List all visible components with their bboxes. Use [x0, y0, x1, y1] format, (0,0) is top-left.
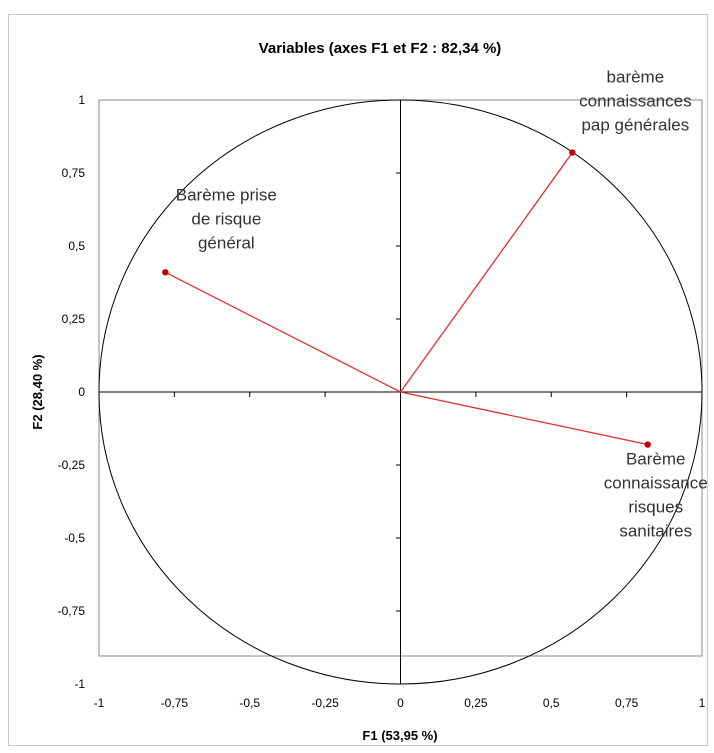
y-tick-label: -1	[74, 677, 85, 691]
variable-point	[644, 441, 651, 448]
y-tick-label: 0	[78, 385, 85, 399]
vector-group	[162, 149, 651, 448]
point-label-line: Barème	[626, 450, 686, 469]
vector-line	[400, 391, 648, 446]
chart-frame	[8, 14, 708, 746]
point-label-group: barème connaissances pap générales Barème p…	[176, 68, 708, 541]
variable-point	[162, 269, 169, 276]
variable-point	[569, 149, 576, 156]
x-tick-label: 0,25	[464, 696, 488, 710]
x-tick-label: 1	[699, 696, 706, 710]
x-tick-label: -0,5	[239, 696, 260, 710]
point-label-line: général	[198, 233, 255, 252]
x-axis-title: F1 (53,95 %)	[362, 728, 437, 743]
point-label-line: connaissances	[579, 92, 691, 111]
chart-title: Variables (axes F1 et F2 : 82,34 %)	[259, 40, 502, 57]
y-tick-label: -0,5	[64, 531, 85, 545]
y-tick-label: 0,5	[68, 239, 85, 253]
point-label-line: pap générales	[581, 116, 689, 135]
point-label-line: sanitaires	[619, 522, 692, 541]
point-label-line: Barème prise	[176, 185, 277, 204]
x-tick-label: 0	[397, 696, 404, 710]
x-tick-label: 0,5	[543, 696, 560, 710]
point-label-line: connaissance	[604, 474, 708, 493]
y-axis-title: F2 (28,40 %)	[30, 354, 45, 429]
x-tick-label: 0,75	[615, 696, 639, 710]
x-tick-label: -0,25	[311, 696, 339, 710]
y-tick-label: 0,75	[62, 166, 86, 180]
point-label-line: risques	[628, 498, 683, 517]
x-tick-label: -0,75	[161, 696, 189, 710]
point-label-line: barème	[607, 68, 665, 87]
y-tick-label: -0,25	[58, 458, 86, 472]
tick-group: -1 -0,75 -0,5 -0,25 0 0,25 0,5 0,75 1 1 0,75 0,5 0,2…	[58, 93, 706, 710]
point-label-line: de risque	[191, 209, 261, 228]
x-tick-label: -1	[94, 696, 105, 710]
y-tick-label: 0,25	[62, 312, 86, 326]
vector-line	[399, 152, 573, 393]
vector-line	[165, 271, 401, 393]
y-tick-label: -0,75	[58, 604, 86, 618]
y-tick-label: 1	[78, 93, 85, 107]
